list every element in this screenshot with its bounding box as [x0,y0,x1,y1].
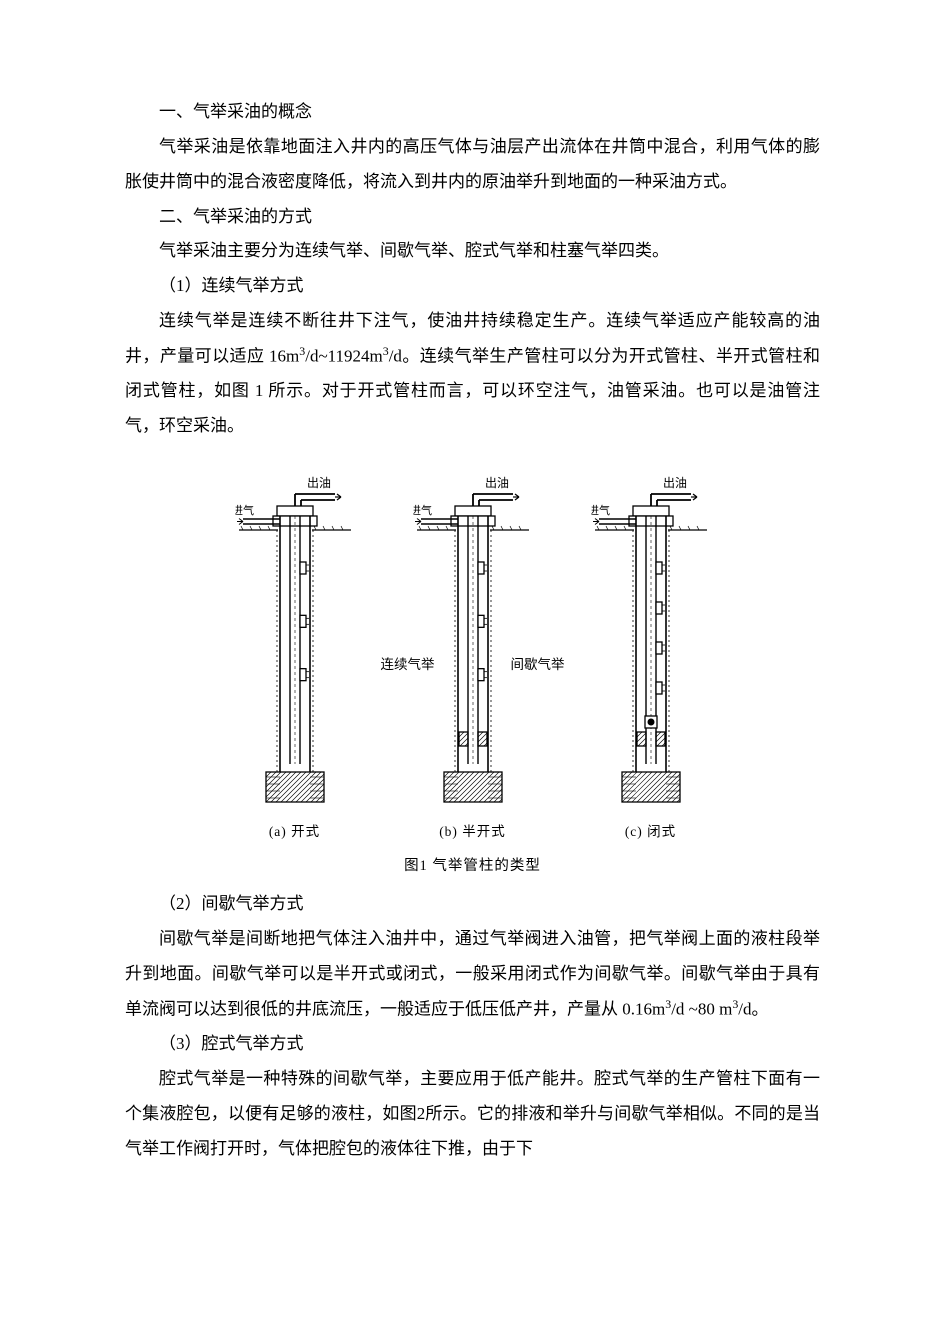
section1-heading: 一、气举采油的概念 [125,95,820,130]
svg-text:出油: 出油 [484,476,508,490]
item3-title: （3）腔式气举方式 [125,1027,820,1062]
well-diagram: 出油进气 [235,472,355,812]
svg-text:出油: 出油 [306,476,330,490]
well-diagram: 出油进气 [413,472,533,812]
sub-caption: (b) 半开式 [439,820,506,840]
item3-para: 腔式气举是一种特殊的间歇气举，主要应用于低产能井。腔式气举的生产管柱下面有一个集… [125,1062,820,1167]
well-column: 出油进气 (c) 闭式 [591,472,711,840]
section1-para: 气举采油是依靠地面注入井内的高压气体与油层产出流体在井筒中混合，利用气体的膨胀使… [125,130,820,200]
sub-caption: (a) 开式 [269,820,320,840]
well-column: 出油进气 (a) 开式 [235,472,355,840]
sub-caption: (c) 闭式 [625,820,676,840]
figure1-caption: 图1 气举管柱的类型 [235,854,711,875]
item1-title: （1）连续气举方式 [125,269,820,304]
well-diagram: 出油进气 [591,472,711,812]
section2-heading: 二、气举采油的方式 [125,200,820,235]
svg-text:进气: 进气 [413,503,432,517]
figure1: 出油进气(a) 开式出油进气(b) 半开式出油进气(c) 闭式 连续气举 间歇气… [125,472,820,875]
item2-para: 间歇气举是间断地把气体注入油井中，通过气举阀进入油管，把气举阀上面的液柱段举升到… [125,922,820,1027]
item1-para: 连续气举是连续不断往井下注气，使油井持续稳定生产。连续气举适应产能较高的油井，产… [125,304,820,444]
svg-text:出油: 出油 [662,476,686,490]
svg-text:进气: 进气 [235,503,254,517]
section2-intro: 气举采油主要分为连续气举、间歇气举、腔式气举和柱塞气举四类。 [125,234,820,269]
item2-title: （2）间歇气举方式 [125,887,820,922]
svg-text:进气: 进气 [591,503,610,517]
